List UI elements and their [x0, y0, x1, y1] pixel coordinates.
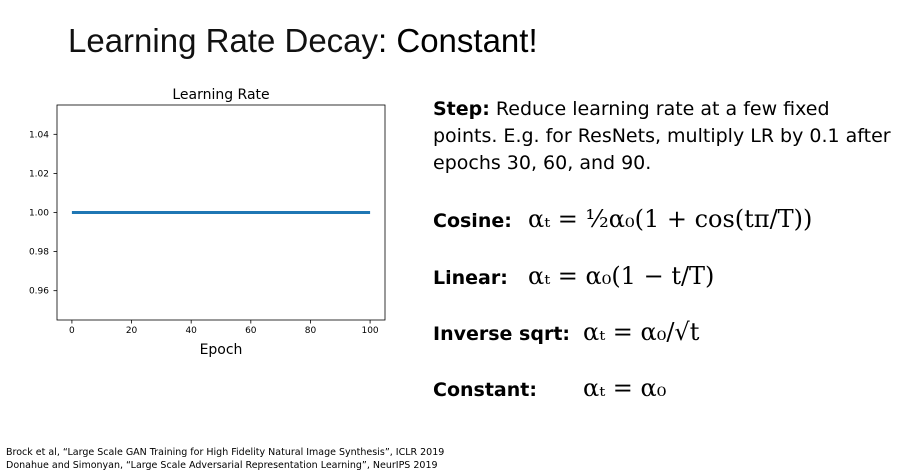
schedule: Constant: αₜ = α₀ [433, 374, 666, 402]
citation: Brock et al, “Large Scale GAN Training f… [6, 447, 445, 458]
x-axis-label: Epoch [200, 342, 243, 358]
y-tick-label: 1.00 [29, 209, 49, 219]
y-tick-label: 1.04 [29, 130, 49, 140]
y-tick-label: 0.96 [29, 287, 49, 297]
title-main: Learning Rate Decay [68, 22, 379, 59]
chart: Learning Rate Epoch 0 20 40 60 80 100 0.96 0.98 1.… [29, 87, 386, 358]
schedule-formula: αₜ = α₀ [583, 374, 667, 402]
step-body: Reduce learning rate at a few fixed poin… [433, 98, 891, 174]
step-text: Step: Reduce learning rate at a few fixe… [433, 96, 893, 177]
x-tick-label: 100 [361, 326, 378, 336]
schedule-formula: αₜ = α₀(1 − t/T) [528, 262, 715, 290]
schedule-label: Inverse sqrt: [433, 323, 571, 345]
slide-title: Learning Rate Decay: Constant! [68, 22, 538, 60]
x-tick-label: 0 [69, 326, 75, 336]
schedule-label: Linear: [433, 267, 508, 289]
schedule: Inverse sqrt: αₜ = α₀/√t [433, 318, 699, 346]
title-rest: : Constant! [378, 22, 538, 59]
schedule: Linear: αₜ = α₀(1 − t/T) [433, 262, 714, 290]
citation: Donahue and Simonyan, “Large Scale Adver… [6, 460, 438, 471]
x-tick-label: 80 [305, 326, 317, 336]
schedule-formula: αₜ = ½α₀(1 + cos(tπ/T)) [528, 205, 813, 233]
y-tick-label: 1.02 [29, 169, 49, 179]
schedule-label: Constant: [433, 379, 537, 401]
chart-title: Learning Rate [172, 87, 269, 103]
x-tick-label: 20 [126, 326, 138, 336]
schedule: Cosine: αₜ = ½α₀(1 + cos(tπ/T)) [433, 205, 812, 233]
y-tick-label: 0.98 [29, 248, 49, 258]
schedule-label: Cosine: [433, 210, 512, 232]
x-tick-label: 60 [245, 326, 257, 336]
schedule-formula: αₜ = α₀/√t [583, 318, 700, 346]
step-label: Step: [433, 98, 490, 120]
x-tick-label: 40 [185, 326, 197, 336]
